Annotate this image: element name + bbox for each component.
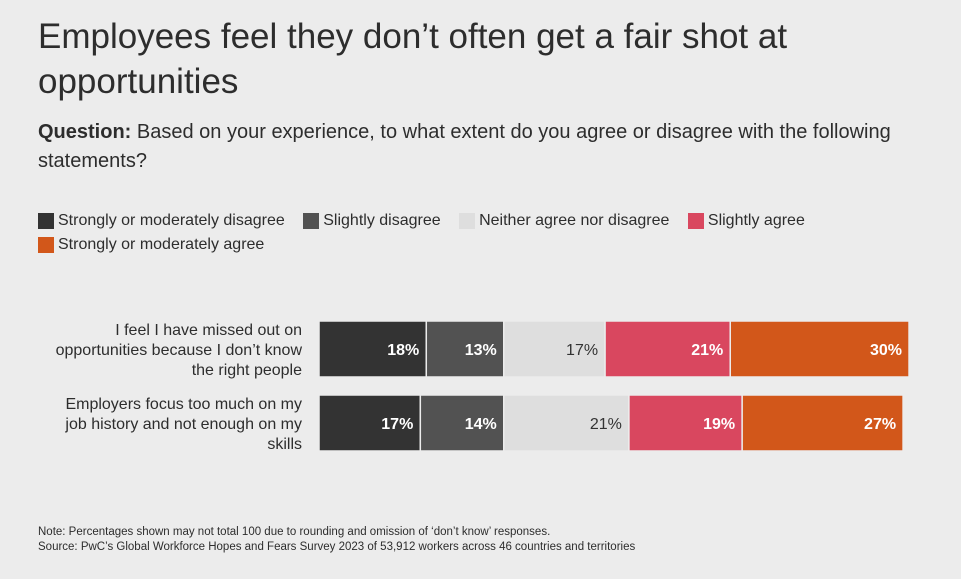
note-text: Note: Percentages shown may not total 10… — [38, 526, 551, 538]
legend-swatch — [38, 237, 54, 253]
legend-label: Slightly agree — [707, 212, 805, 229]
data-label: 14% — [465, 416, 497, 433]
question-body: Based on your experience, to what extent… — [38, 121, 891, 172]
bar-segment — [741, 394, 904, 452]
bar-segment — [628, 394, 743, 452]
data-label: 17% — [381, 416, 413, 433]
legend-label: Strongly or moderately agree — [58, 236, 265, 253]
bar-segment — [729, 320, 910, 378]
data-label: 19% — [703, 416, 735, 433]
legend-item-slightly-disagree: Slightly disagree — [303, 211, 441, 231]
bar-segment — [503, 320, 606, 378]
legend-label: Slightly disagree — [323, 212, 441, 229]
data-label: 17% — [566, 342, 598, 359]
source-text: Source: PwC’s Global Workforce Hopes and… — [38, 541, 636, 553]
legend-swatch — [38, 213, 54, 229]
legend-item-neither: Neither agree nor disagree — [459, 211, 669, 231]
legend-label: Strongly or moderately disagree — [58, 212, 285, 229]
bar-segment — [503, 394, 630, 452]
chart-title: Employees feel they don’t often get a fa… — [38, 17, 788, 101]
bar-segment — [318, 320, 428, 378]
question-label: Question: — [38, 121, 132, 143]
data-label: 13% — [465, 342, 497, 359]
legend-item-strongly-agree: Strongly or moderately agree — [38, 235, 264, 255]
category-label: Employers focus too much on my job histor… — [64, 396, 302, 453]
legend-item-strongly-disagree: Strongly or moderately disagree — [38, 211, 285, 231]
category-label: I feel I have missed out on opportunities… — [56, 322, 303, 379]
legend: Strongly or moderately disagree Slightly… — [38, 211, 908, 259]
data-label: 18% — [387, 342, 419, 359]
data-label: 21% — [691, 342, 723, 359]
data-label: 30% — [870, 342, 902, 359]
data-label: 21% — [590, 416, 622, 433]
bar-segment — [318, 394, 422, 452]
bar-segment — [425, 320, 505, 378]
legend-label: Neither agree nor disagree — [479, 212, 670, 229]
footnotes: Note: Percentages shown may not total 10… — [38, 525, 938, 555]
legend-swatch — [687, 213, 704, 229]
legend-item-slightly-agree: Slightly agree — [687, 211, 805, 231]
data-label: 27% — [864, 416, 896, 433]
bar-segment — [419, 394, 505, 452]
legend-swatch — [459, 213, 476, 229]
question-text: Question: Based on your experience, to w… — [38, 118, 918, 176]
bar-segment — [604, 320, 731, 378]
legend-swatch — [303, 213, 320, 229]
